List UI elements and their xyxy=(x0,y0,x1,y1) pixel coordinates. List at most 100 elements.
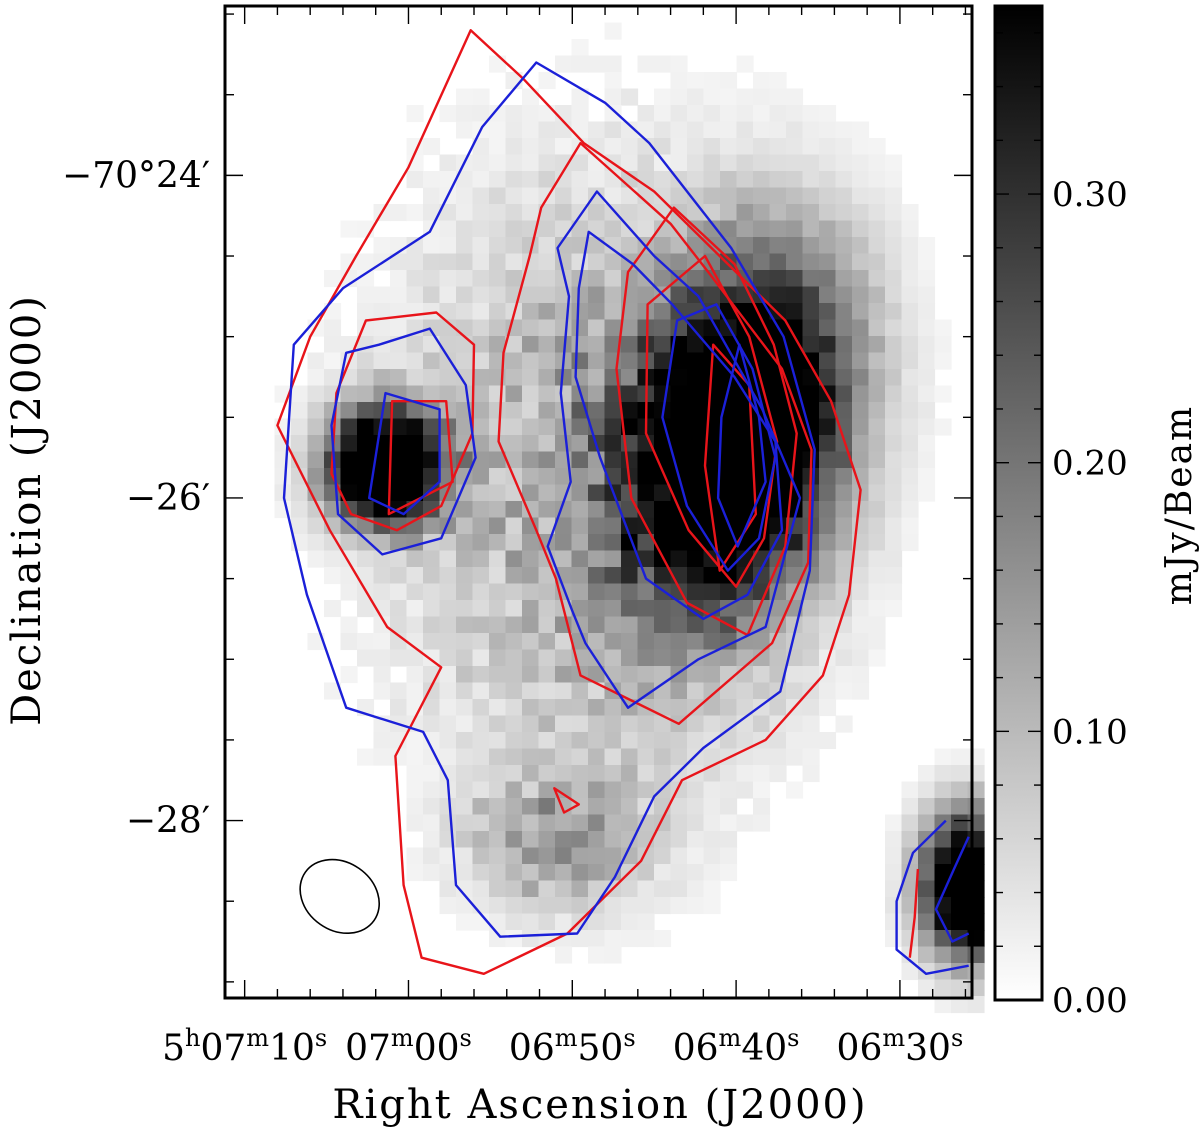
heatmap-pixel xyxy=(934,996,952,1014)
heatmap-pixel xyxy=(802,138,820,156)
heatmap-pixel xyxy=(720,468,738,486)
heatmap-pixel xyxy=(538,105,556,123)
heatmap-pixel xyxy=(489,468,507,486)
heatmap-pixel xyxy=(538,204,556,222)
heatmap-pixel xyxy=(637,451,655,469)
heatmap-pixel xyxy=(736,220,754,238)
heatmap-pixel xyxy=(472,864,490,882)
heatmap-pixel xyxy=(604,831,622,849)
x-tick-label: 07m00s xyxy=(345,1024,472,1069)
heatmap-pixel xyxy=(802,748,820,766)
heatmap-pixel xyxy=(703,138,721,156)
heatmap-pixel xyxy=(687,270,705,288)
heatmap-pixel xyxy=(390,468,408,486)
heatmap-pixel xyxy=(753,748,771,766)
heatmap-pixel xyxy=(852,402,870,420)
heatmap-pixel xyxy=(835,187,853,205)
heatmap-pixel xyxy=(769,748,787,766)
heatmap-pixel xyxy=(918,484,936,502)
heatmap-pixel xyxy=(885,567,903,585)
heatmap-pixel xyxy=(670,352,688,370)
heatmap-pixel xyxy=(505,748,523,766)
heatmap-pixel xyxy=(456,352,474,370)
heatmap-pixel xyxy=(390,402,408,420)
heatmap-pixel xyxy=(885,847,903,865)
heatmap-pixel xyxy=(604,303,622,321)
heatmap-pixel xyxy=(324,567,342,585)
heatmap-pixel xyxy=(736,484,754,502)
heatmap-pixel xyxy=(505,369,523,387)
heatmap-pixel xyxy=(357,501,375,519)
heatmap-pixel xyxy=(885,880,903,898)
heatmap-pixel xyxy=(489,616,507,634)
heatmap-pixel xyxy=(522,649,540,667)
heatmap-pixel xyxy=(522,517,540,535)
heatmap-pixel xyxy=(489,451,507,469)
heatmap-pixel xyxy=(687,831,705,849)
heatmap-pixel xyxy=(555,253,573,271)
heatmap-pixel xyxy=(720,204,738,222)
heatmap-pixel xyxy=(588,534,606,552)
heatmap-pixel xyxy=(637,187,655,205)
heatmap-pixel xyxy=(670,633,688,651)
heatmap-pixel xyxy=(406,847,424,865)
heatmap-pixel xyxy=(687,534,705,552)
heatmap-pixel xyxy=(423,814,441,832)
heatmap-pixel xyxy=(489,138,507,156)
heatmap-pixel xyxy=(753,814,771,832)
heatmap-pixel xyxy=(604,121,622,139)
heatmap-pixel xyxy=(588,402,606,420)
heatmap-pixel xyxy=(852,583,870,601)
heatmap-pixel xyxy=(522,88,540,106)
red-contour-2 xyxy=(330,311,476,532)
heatmap-pixel xyxy=(538,121,556,139)
heatmap-pixel xyxy=(373,649,391,667)
heatmap-pixel xyxy=(406,732,424,750)
heatmap-pixel xyxy=(588,600,606,618)
heatmap-pixel xyxy=(621,583,639,601)
heatmap-pixel xyxy=(753,253,771,271)
heatmap-pixel xyxy=(621,336,639,354)
heatmap-pixel xyxy=(472,534,490,552)
heatmap-pixel xyxy=(703,798,721,816)
heatmap-pixel xyxy=(769,121,787,139)
heatmap-pixel xyxy=(456,682,474,700)
heatmap-pixel xyxy=(687,649,705,667)
heatmap-pixel xyxy=(423,517,441,535)
heatmap-pixel xyxy=(588,270,606,288)
heatmap-pixel xyxy=(934,765,952,783)
heatmap-pixel xyxy=(406,814,424,832)
heatmap-pixel xyxy=(885,303,903,321)
heatmap-pixel xyxy=(918,418,936,436)
heatmap-pixel xyxy=(390,550,408,568)
heatmap-pixel xyxy=(489,105,507,123)
heatmap-pixel xyxy=(621,831,639,849)
heatmap-pixel xyxy=(654,237,672,255)
heatmap-pixel xyxy=(687,781,705,799)
heatmap-pixel xyxy=(753,649,771,667)
heatmap-pixel xyxy=(720,649,738,667)
heatmap-pixel xyxy=(802,600,820,618)
heatmap-pixel xyxy=(835,501,853,519)
heatmap-pixel xyxy=(472,468,490,486)
heatmap-pixel xyxy=(670,748,688,766)
heatmap-pixel xyxy=(703,583,721,601)
heatmap-pixel xyxy=(571,88,589,106)
heatmap-pixel xyxy=(868,567,886,585)
heatmap-pixel xyxy=(390,600,408,618)
heatmap-pixel xyxy=(835,715,853,733)
heatmap-pixel xyxy=(753,319,771,337)
heatmap-pixel xyxy=(621,352,639,370)
heatmap-pixel xyxy=(472,682,490,700)
heatmap-pixel xyxy=(588,171,606,189)
heatmap-pixel xyxy=(786,220,804,238)
heatmap-pixel xyxy=(621,814,639,832)
heatmap-pixel xyxy=(918,946,936,964)
heatmap-pixel xyxy=(340,451,358,469)
heatmap-pixel xyxy=(687,369,705,387)
heatmap-pixel xyxy=(604,204,622,222)
heatmap-pixel xyxy=(406,385,424,403)
heatmap-pixel xyxy=(505,154,523,172)
heatmap-pixel xyxy=(588,451,606,469)
heatmap-pixel xyxy=(604,897,622,915)
